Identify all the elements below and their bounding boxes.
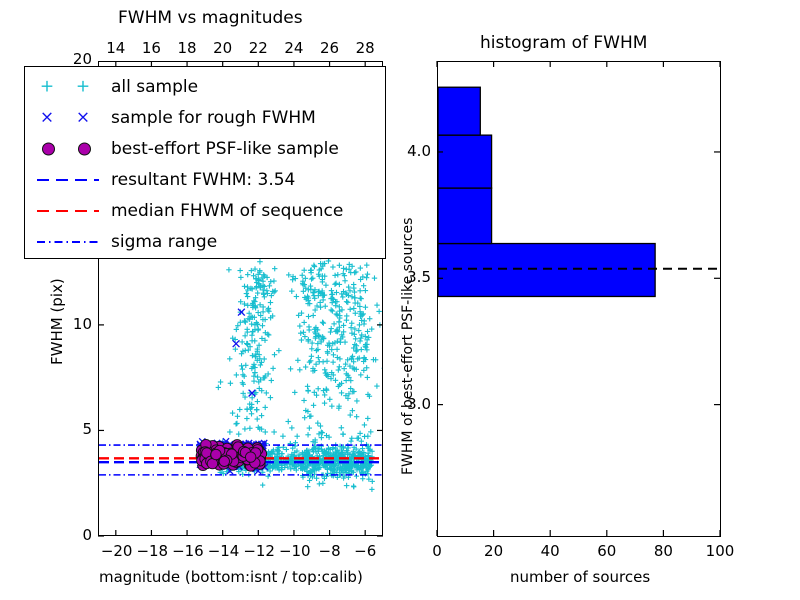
hist-x-tick: 0 <box>432 542 442 560</box>
right-plot-title: histogram of FWHM <box>480 33 648 53</box>
hist-y-tick: 3.0 <box>407 394 431 413</box>
hist-y-tick: 4.0 <box>407 141 431 160</box>
plus-marker-icon: + <box>39 76 55 96</box>
y-tick: 5 <box>82 420 92 439</box>
dashed-line-icon <box>37 210 99 212</box>
x-tick-top: 20 <box>213 39 233 57</box>
cross-marker-icon: × <box>75 107 91 127</box>
x-tick-bottom: −18 <box>136 542 169 560</box>
histogram-panel <box>437 61 721 537</box>
left-xaxis-label: magnitude (bottom:isnt / top:calib) <box>99 568 363 586</box>
y-tick: 0 <box>82 526 92 544</box>
x-tick-top: 16 <box>141 39 161 57</box>
dashed-line-icon <box>37 179 99 181</box>
legend-item-label: resultant FWHM: 3.54 <box>111 169 296 190</box>
dashdot-line-icon <box>37 241 99 243</box>
x-tick-bottom: −14 <box>207 542 240 560</box>
legend-item: × × sample for rough FWHM <box>25 102 385 133</box>
hist-x-tick: 40 <box>540 542 560 560</box>
hist-x-tick: 60 <box>597 542 617 560</box>
legend-item: resultant FWHM: 3.54 <box>25 164 385 195</box>
histogram-canvas <box>438 86 720 298</box>
x-tick-top: 24 <box>284 39 304 57</box>
x-tick-bottom: −12 <box>243 542 275 560</box>
legend-item-label: all sample <box>111 76 199 97</box>
y-tick-top: 20 <box>72 50 92 68</box>
circle-marker-icon <box>78 142 91 155</box>
x-tick-top: 14 <box>106 39 126 57</box>
hist-x-tick: 80 <box>653 542 673 560</box>
legend-item-label: sigma range <box>111 231 218 252</box>
x-tick-bottom: −16 <box>172 542 204 560</box>
legend-item: sigma range <box>25 226 385 257</box>
x-tick-top: 18 <box>177 39 197 57</box>
circle-marker-icon <box>42 142 55 155</box>
plot-legend: + + all sample × × sample for rough FWHM best-… <box>24 66 386 259</box>
right-xaxis-label: number of sources <box>510 568 651 586</box>
legend-item-label: best-effort PSF-like sample <box>111 138 339 159</box>
legend-item-label: sample for rough FWHM <box>111 107 316 128</box>
scatter-canvas <box>99 66 382 492</box>
x-tick-top: 26 <box>320 39 340 57</box>
hist-x-tick: 20 <box>484 542 504 560</box>
x-tick-top: 22 <box>248 39 268 57</box>
hist-y-tick: 3.5 <box>407 268 431 287</box>
legend-item: median FHWM of sequence <box>25 195 385 226</box>
legend-item-label: median FHWM of sequence <box>111 200 344 221</box>
x-tick-bottom: −10 <box>278 542 311 560</box>
x-tick-top: 28 <box>355 39 375 57</box>
hist-x-tick: 100 <box>705 542 735 560</box>
plus-marker-icon: + <box>75 76 91 96</box>
legend-item: best-effort PSF-like sample <box>25 133 385 164</box>
y-tick: 10 <box>72 314 92 333</box>
x-tick-bottom: −6 <box>354 542 377 560</box>
x-tick-bottom: −8 <box>318 542 341 560</box>
right-yaxis-label: FWHM of best-effort PSF-like sources <box>400 217 416 475</box>
legend-item: + + all sample <box>25 71 385 102</box>
x-tick-bottom: −20 <box>100 542 133 560</box>
cross-marker-icon: × <box>39 107 55 127</box>
left-plot-title: FWHM vs magnitudes <box>118 8 303 28</box>
scatter-plot-panel <box>98 61 383 536</box>
